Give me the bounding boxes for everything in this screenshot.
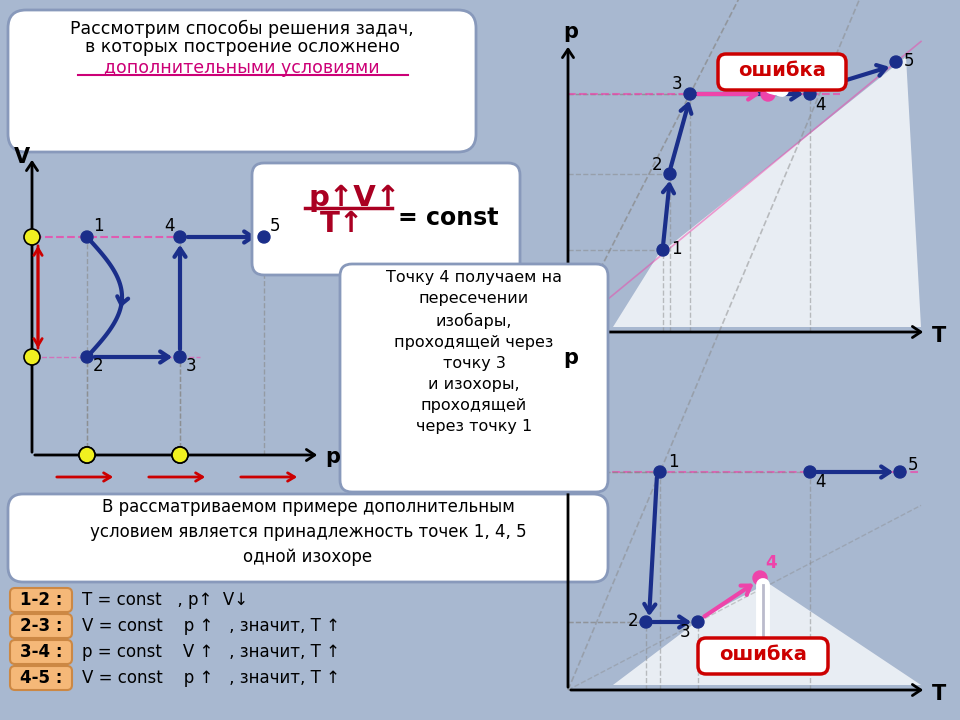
Circle shape (692, 616, 704, 628)
Text: 3: 3 (186, 357, 197, 375)
Text: T↑: T↑ (320, 210, 364, 238)
Text: 5: 5 (908, 456, 919, 474)
Circle shape (894, 466, 906, 478)
FancyBboxPatch shape (10, 588, 72, 612)
Text: p = const    V ↑   , значит, T ↑: p = const V ↑ , значит, T ↑ (82, 643, 340, 661)
Circle shape (172, 447, 188, 463)
Text: 1: 1 (93, 217, 104, 235)
Text: В рассматриваемом примере дополнительным
условием является принадлежность точек : В рассматриваемом примере дополнительным… (89, 498, 526, 566)
Circle shape (804, 88, 816, 100)
Circle shape (640, 616, 652, 628)
Text: T = const   , p↑  V↓: T = const , p↑ V↓ (82, 591, 248, 609)
Text: 5: 5 (904, 52, 915, 70)
Circle shape (890, 56, 902, 68)
Circle shape (174, 351, 186, 363)
Text: Рассмотрим способы решения задач,: Рассмотрим способы решения задач, (70, 20, 414, 38)
Circle shape (24, 229, 40, 245)
Text: V = const    p ↑   , значит, T ↑: V = const p ↑ , значит, T ↑ (82, 617, 340, 635)
Text: 1-2 :: 1-2 : (20, 591, 62, 609)
Text: 2: 2 (628, 612, 638, 630)
Circle shape (172, 447, 188, 463)
Text: 3-4 :: 3-4 : (20, 643, 62, 661)
Text: V = const    p ↑   , значит, T ↑: V = const p ↑ , значит, T ↑ (82, 669, 340, 687)
FancyBboxPatch shape (8, 494, 608, 582)
Text: 4: 4 (164, 217, 175, 235)
Circle shape (664, 168, 676, 180)
Text: 1: 1 (668, 453, 679, 471)
Circle shape (684, 88, 696, 100)
Polygon shape (613, 583, 921, 685)
FancyBboxPatch shape (10, 666, 72, 690)
Circle shape (804, 466, 816, 478)
Text: 4: 4 (815, 473, 826, 491)
Text: дополнительными условиями: дополнительными условиями (105, 59, 380, 77)
Text: Точку 4 получаем на
пересечении
изобары,
проходящей через
точку 3
и изохоры,
про: Точку 4 получаем на пересечении изобары,… (386, 270, 562, 433)
Text: 1: 1 (671, 240, 682, 258)
FancyBboxPatch shape (10, 614, 72, 638)
Text: p↑V↑: p↑V↑ (308, 184, 400, 212)
Circle shape (24, 349, 40, 365)
Text: T: T (932, 684, 947, 704)
FancyBboxPatch shape (10, 640, 72, 664)
Circle shape (81, 351, 93, 363)
Text: ошибка: ошибка (719, 644, 807, 664)
Text: 3: 3 (680, 623, 690, 641)
Text: 4-5 :: 4-5 : (20, 669, 62, 687)
FancyBboxPatch shape (8, 10, 476, 152)
Text: ошибка: ошибка (738, 60, 826, 79)
Text: = const: = const (398, 206, 498, 230)
Circle shape (81, 231, 93, 243)
Text: p: p (563, 22, 578, 42)
Text: p: p (563, 348, 578, 368)
FancyBboxPatch shape (252, 163, 520, 275)
Circle shape (79, 447, 95, 463)
Text: 5: 5 (270, 217, 280, 235)
Circle shape (761, 87, 775, 101)
Circle shape (258, 231, 270, 243)
Text: 4: 4 (765, 554, 777, 572)
Circle shape (654, 466, 666, 478)
Text: 2: 2 (93, 357, 104, 375)
Text: 2-3 :: 2-3 : (20, 617, 62, 635)
Text: V: V (14, 147, 30, 167)
FancyBboxPatch shape (340, 264, 608, 492)
Text: 3: 3 (672, 75, 683, 93)
Text: 2: 2 (652, 156, 662, 174)
Polygon shape (613, 57, 921, 327)
Circle shape (79, 447, 95, 463)
FancyBboxPatch shape (698, 638, 828, 674)
Circle shape (753, 571, 767, 585)
Text: 4: 4 (815, 96, 826, 114)
FancyBboxPatch shape (718, 54, 846, 90)
Text: T: T (932, 326, 947, 346)
Text: 4: 4 (771, 68, 782, 86)
Text: p: p (325, 447, 340, 467)
Circle shape (657, 244, 669, 256)
Circle shape (174, 231, 186, 243)
Text: в которых построение осложнено: в которых построение осложнено (84, 38, 399, 56)
